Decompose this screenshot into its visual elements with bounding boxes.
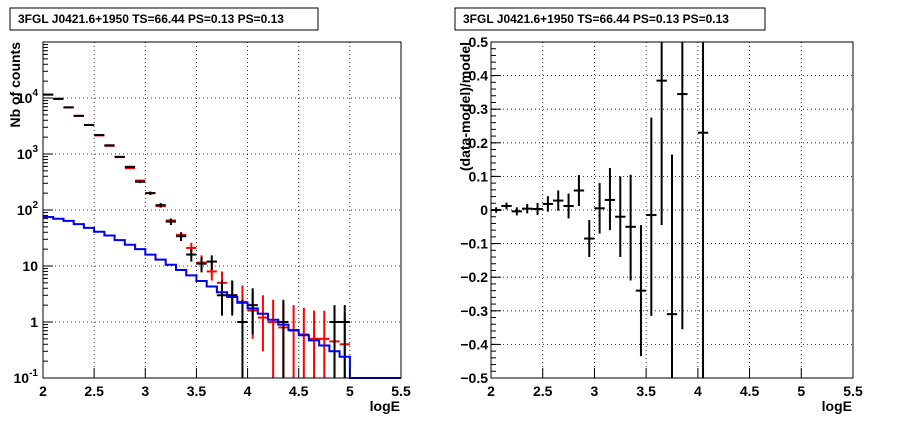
y-axis-title: Nb of counts: [7, 42, 23, 128]
x-tick-label: 5.5: [391, 383, 411, 399]
x-tick-label: 2.5: [533, 383, 553, 399]
y-tick-label: 103: [17, 144, 39, 162]
x-tick-label: 4: [244, 383, 252, 399]
title-box: [454, 7, 766, 31]
x-tick-label: 4.5: [740, 383, 760, 399]
y-tick-label: 0.4: [469, 68, 489, 84]
x-tick-label: 3: [141, 383, 149, 399]
series-group: [43, 93, 401, 379]
y-tick-label: 10: [22, 258, 38, 274]
y-tick-label: −0.1: [460, 236, 488, 252]
chart-title: 3FGL J0421.6+1950 TS=66.44 PS=0.13 PS=0.…: [463, 12, 729, 26]
y-tick-label: 0: [480, 202, 488, 218]
x-tick-label: 2: [39, 383, 47, 399]
y-tick-label: −0.3: [460, 303, 488, 319]
x-tick-label: 2.5: [84, 383, 104, 399]
grid: [42, 42, 402, 378]
y-tick-exponent: 4: [32, 88, 38, 99]
chart-title: 3FGL J0421.6+1950 TS=66.44 PS=0.13 PS=0.…: [18, 12, 284, 26]
series-group: [491, 42, 709, 378]
x-tick-label: 2: [487, 383, 495, 399]
x-tick-label: 4: [694, 383, 702, 399]
y-tick-label: −0.5: [460, 370, 488, 386]
title-box: [9, 7, 319, 31]
x-tick-label: 5.5: [843, 383, 863, 399]
y-axis: −0.5 −0.4 −0.3 −0.2 −0.1 0 0.1 0.2 0.3 0.4 0.5: [460, 34, 501, 386]
x-axis: 2 2.5 3 3.5 4 4.5 5 5.5: [39, 368, 411, 399]
x-tick-label: 4.5: [289, 383, 309, 399]
x-tick-label: 3.5: [187, 383, 207, 399]
y-tick-label: 102: [17, 200, 39, 218]
y-tick-label: 0.5: [469, 34, 489, 50]
counts-panel: 3FGL J0421.6+1950 TS=66.44 PS=0.13 PS=0.…: [7, 7, 411, 414]
y-tick-label: 0.1: [469, 168, 489, 184]
model-step-line: [43, 216, 401, 379]
y-axis-title: (data-model)/model: [457, 42, 473, 171]
x-axis-title: logE: [822, 398, 852, 414]
x-axis-title: logE: [370, 398, 400, 414]
y-tick-label: 1: [30, 314, 38, 330]
x-tick-label: 3.5: [636, 383, 656, 399]
y-tick-exponent: -1: [29, 368, 38, 379]
y-tick-exponent: 2: [32, 200, 38, 211]
x-tick-label: 5: [346, 383, 354, 399]
y-tick-label: 10-1: [14, 368, 39, 386]
x-tick-label: 5: [797, 383, 805, 399]
x-tick-label: 3: [591, 383, 599, 399]
y-tick-label: 0.2: [469, 135, 489, 151]
residual-panel: 3FGL J0421.6+1950 TS=66.44 PS=0.13 PS=0.…: [454, 7, 863, 414]
y-tick-label: −0.4: [460, 336, 488, 352]
y-tick-label: 0.3: [469, 101, 489, 117]
y-tick-exponent: 3: [32, 144, 38, 155]
x-axis: 2 2.5 3 3.5 4 4.5 5 5.5: [487, 368, 863, 399]
y-tick-label: −0.2: [460, 269, 488, 285]
